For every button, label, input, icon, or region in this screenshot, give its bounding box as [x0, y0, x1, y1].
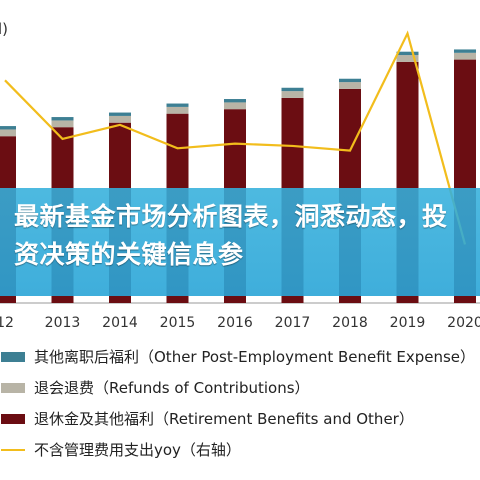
x-tick-label: 12 — [0, 315, 14, 331]
x-tick-label: 2015 — [160, 315, 196, 331]
bar-segment — [166, 106, 189, 114]
legend-item: 退会退费（Refunds of Contributions） — [0, 374, 480, 404]
legend-color-swatch — [1, 352, 25, 362]
x-tick-label: 2014 — [102, 315, 138, 331]
x-tick-label: 2017 — [275, 315, 311, 331]
bar-segment — [0, 129, 16, 137]
bar-segment — [166, 103, 189, 107]
bar-segment — [396, 55, 419, 62]
bar-segment — [224, 102, 246, 110]
banner-title: 最新基金市场分析图表，洞悉动态，投资决策的关键信息参 — [14, 202, 448, 269]
legend-label: 不含管理费用支出yoy（右轴） — [34, 441, 241, 459]
x-tick-label: 2018 — [332, 315, 368, 331]
bar-segment — [454, 49, 476, 53]
x-tick-label: 2020 — [447, 315, 480, 331]
title-banner — [0, 188, 480, 296]
bar-segment — [0, 126, 16, 130]
bar-segment — [224, 99, 246, 103]
legend-color-swatch — [1, 414, 25, 424]
y-axis-fragment: l) — [0, 20, 8, 38]
legend-item: 其他离职后福利（Other Post-Employment Benefit Ex… — [0, 343, 480, 373]
legend-label: 退休金及其他福利（Retirement Benefits and Other） — [34, 410, 414, 428]
bar-segment — [281, 87, 304, 92]
legend-line-swatch — [1, 449, 25, 451]
x-tick-label: 2019 — [390, 315, 426, 331]
bar-segment — [454, 52, 476, 60]
bar-segment — [396, 51, 419, 56]
bar-segment — [51, 117, 74, 121]
x-tick-label: 2016 — [217, 315, 253, 331]
bar-segment — [109, 112, 131, 116]
bar-segment — [109, 115, 131, 123]
bar-segment — [281, 91, 304, 98]
legend-item: 退休金及其他福利（Retirement Benefits and Other） — [0, 405, 480, 435]
legend-label: 其他离职后福利（Other Post-Employment Benefit Ex… — [34, 348, 475, 366]
legend-label: 退会退费（Refunds of Contributions） — [34, 379, 310, 397]
bar-segment — [51, 120, 74, 128]
legend-color-swatch — [1, 383, 25, 393]
bar-segment — [339, 78, 361, 83]
x-tick-label: 2013 — [45, 315, 81, 331]
bar-segment — [339, 82, 361, 89]
legend-item: 不含管理费用支出yoy（右轴） — [0, 436, 480, 466]
